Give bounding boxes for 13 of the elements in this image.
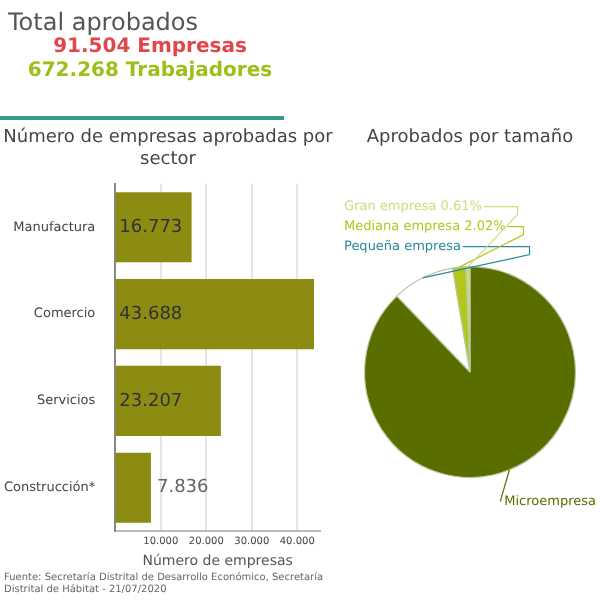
bar [115,452,151,523]
text: Total aprobados [6,6,201,36]
chart-title: Número de empresas aprobadas por sector [1,128,335,172]
bar [115,365,221,436]
bar [115,279,315,350]
data-label: 23.207 [119,391,183,412]
data-label: 43.688 [119,304,183,325]
text: 91.504 Empresas [51,36,249,60]
data-label: 7.836 [156,478,210,499]
chart-title: Aprobados por tamaño [364,128,576,150]
data-label: 16.773 [119,217,183,238]
text: 672.268 Trabajadores [25,60,275,84]
bar [115,192,192,263]
